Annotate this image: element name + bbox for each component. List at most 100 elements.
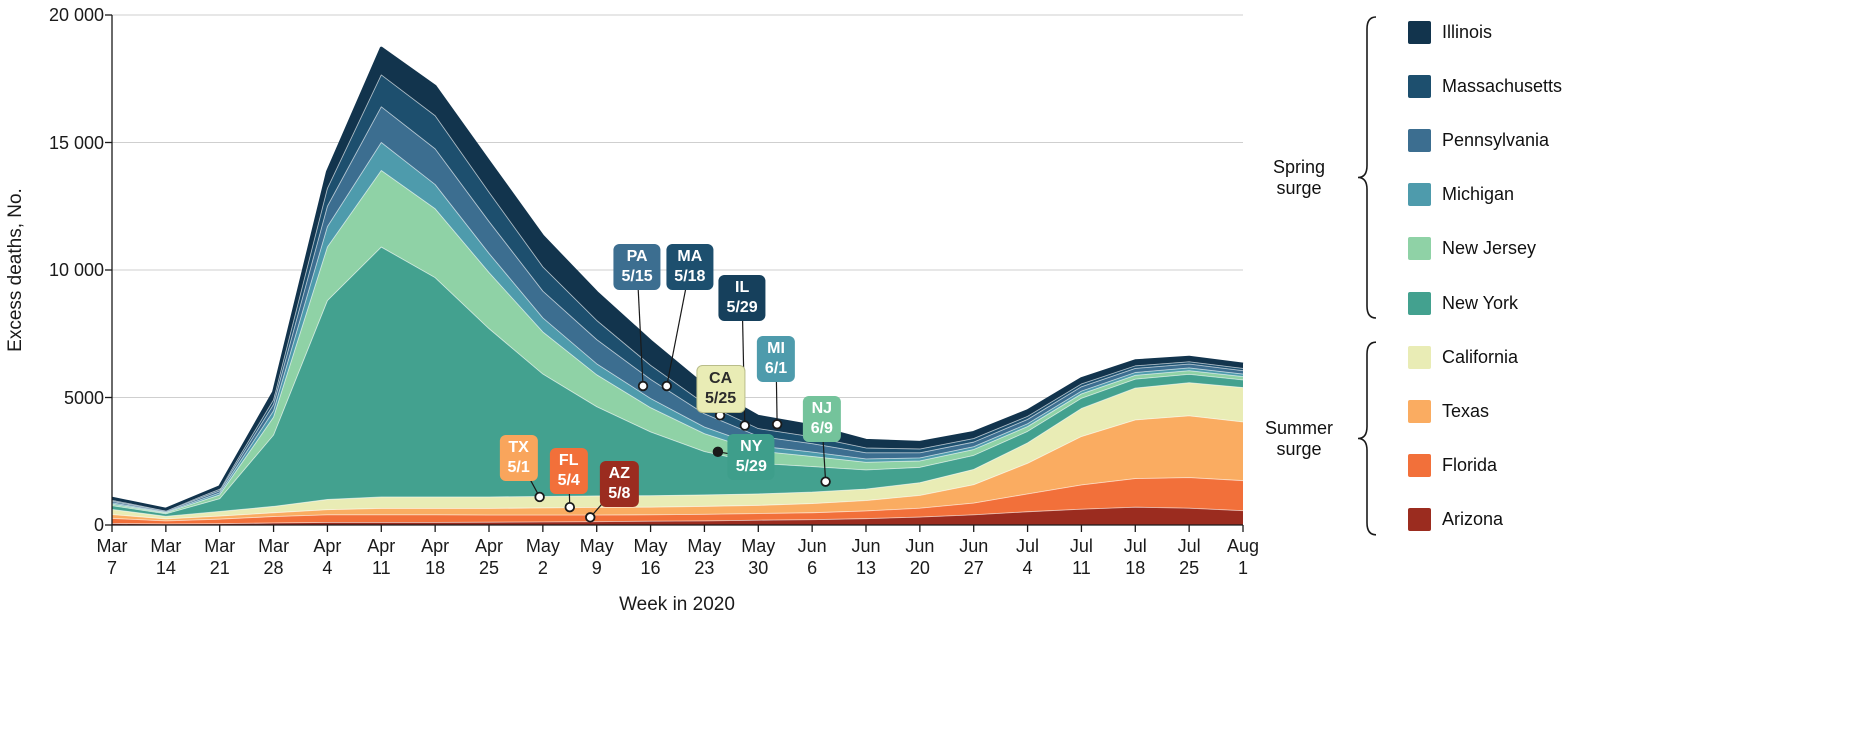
- legend-label-florida: Florida: [1442, 455, 1498, 476]
- x-tick-label-jun-27: Jun 27: [934, 535, 1014, 579]
- x-tick-label-mar-14: Mar 14: [126, 535, 206, 579]
- x-tick-day: 21: [209, 558, 230, 578]
- x-tick-month: May: [579, 536, 614, 556]
- x-tick-day: 11: [1072, 558, 1091, 578]
- reopen-dot-nj: [820, 476, 831, 487]
- x-tick-month: Apr: [313, 536, 342, 556]
- legend-swatch-florida: [1408, 454, 1431, 478]
- callout-date: 5/25: [705, 389, 737, 407]
- total-outline: [111, 46, 1244, 511]
- summer-surge-brace: [1357, 341, 1377, 536]
- callout-state: NY: [740, 438, 763, 456]
- callout-date: 5/29: [735, 458, 767, 476]
- x-tick-month: Mar: [150, 536, 182, 556]
- callout-state: CA: [709, 369, 733, 387]
- callout-state: AZ: [608, 465, 630, 483]
- x-tick-label-mar-28: Mar 28: [234, 535, 314, 579]
- x-tick-day: 4: [322, 558, 333, 578]
- callout-ca: CA 5/25: [696, 364, 746, 413]
- band-edge-new-jersey: [111, 170, 1244, 514]
- x-tick-day: 27: [963, 558, 984, 578]
- band-edge-new-york: [111, 246, 1244, 515]
- y-tick-label-20000: 20 000: [48, 5, 104, 25]
- x-tick-month: Jun: [797, 536, 827, 556]
- callout-state: IL: [735, 279, 750, 297]
- surge-label-line1: Spring: [1272, 156, 1326, 177]
- x-tick-month: May: [525, 536, 560, 556]
- callout-state: FL: [558, 452, 579, 470]
- spring-surge-label: Spring surge: [1244, 157, 1354, 199]
- surge-label-line1: Summer: [1264, 417, 1333, 438]
- legend-label-california: California: [1442, 346, 1519, 367]
- x-tick-month: Mar: [204, 536, 236, 556]
- legend-label-massachusetts: Massachusetts: [1442, 75, 1563, 96]
- x-tick-day: 1: [1237, 558, 1248, 578]
- x-tick-day: 28: [263, 558, 284, 578]
- x-tick-month: Mar: [258, 536, 290, 556]
- x-tick-month: Jun: [851, 536, 881, 556]
- x-tick-label-jun-20: Jun 20: [880, 535, 960, 579]
- reopen-dot-ma: [661, 380, 672, 392]
- legend-swatch-pennsylvania: [1408, 128, 1431, 152]
- legend-swatch-new-jersey: [1408, 237, 1431, 261]
- y-tick-label-10000: 10 000: [48, 260, 104, 280]
- x-tick-day: 13: [855, 558, 877, 578]
- callout-date: 5/4: [557, 472, 580, 490]
- x-tick-month: Jul: [1177, 536, 1201, 556]
- band-edge-texas: [111, 415, 1244, 520]
- callout-date: 5/1: [507, 459, 530, 477]
- x-tick-month: Jun: [959, 536, 989, 556]
- x-tick-label-apr-25: Apr 25: [449, 535, 529, 579]
- callout-ma: MA 5/18: [666, 244, 714, 291]
- surge-label-line2: surge: [1276, 438, 1322, 459]
- band-edge-massachusetts: [111, 74, 1244, 511]
- x-tick-month: Jul: [1123, 536, 1147, 556]
- x-tick-month: Jun: [905, 536, 935, 556]
- callout-az: AZ 5/8: [600, 461, 639, 508]
- area-new-york: [112, 247, 1243, 517]
- callout-date: 5/29: [726, 299, 758, 317]
- callout-state: NJ: [811, 400, 833, 418]
- area-california: [112, 382, 1243, 519]
- legend-swatch-new-york: [1408, 291, 1431, 315]
- x-tick-label-mar-21: Mar 21: [180, 535, 260, 579]
- reopen-dot-ny: [712, 446, 724, 458]
- x-tick-day: 14: [155, 558, 176, 578]
- x-tick-month: Jul: [1069, 536, 1093, 556]
- callout-tx: TX 5/1: [499, 435, 538, 482]
- x-tick-label-may-2: May 2: [503, 535, 583, 579]
- x-tick-day: 7: [106, 558, 117, 578]
- callout-mi: MI 6/1: [756, 336, 796, 383]
- x-tick-day: 30: [748, 558, 769, 578]
- band-edge-arizona: [111, 506, 1244, 525]
- legend-swatch-texas: [1408, 399, 1431, 423]
- area-florida: [112, 477, 1243, 524]
- x-tick-day: 9: [591, 558, 602, 578]
- band-edge-michigan: [111, 142, 1244, 513]
- x-tick-day: 18: [425, 558, 446, 578]
- x-tick-month: May: [633, 536, 668, 556]
- x-axis-title: Week in 2020: [619, 594, 735, 615]
- x-tick-day: 11: [371, 558, 391, 578]
- legend-swatch-massachusetts: [1408, 74, 1431, 98]
- legend-label-arizona: Arizona: [1442, 509, 1504, 530]
- y-tick-label-5000: 5000: [63, 387, 104, 408]
- legend-label-pennsylvania: Pennsylvania: [1442, 129, 1550, 150]
- reopen-dot-il: [739, 420, 751, 431]
- legend-label-texas: Texas: [1442, 400, 1490, 421]
- x-tick-day: 18: [1125, 558, 1146, 578]
- x-tick-label-may-16: May 16: [611, 535, 691, 579]
- x-tick-month: Jul: [1016, 536, 1040, 556]
- legend-label-new-jersey: New Jersey: [1442, 238, 1537, 259]
- x-tick-month: May: [741, 536, 776, 556]
- callout-ny: NY 5/29: [727, 434, 775, 481]
- legend-swatch-illinois: [1408, 20, 1431, 44]
- x-tick-label-jul-18: Jul 18: [1095, 535, 1175, 579]
- x-tick-label-mar-7: Mar 7: [72, 535, 152, 579]
- x-tick-label-jul-11: Jul 11: [1041, 535, 1121, 579]
- callout-date: 5/8: [608, 485, 631, 503]
- x-tick-day: 2: [537, 558, 548, 578]
- x-tick-day: 20: [909, 558, 930, 578]
- x-tick-label-apr-11: Apr 11: [341, 535, 421, 579]
